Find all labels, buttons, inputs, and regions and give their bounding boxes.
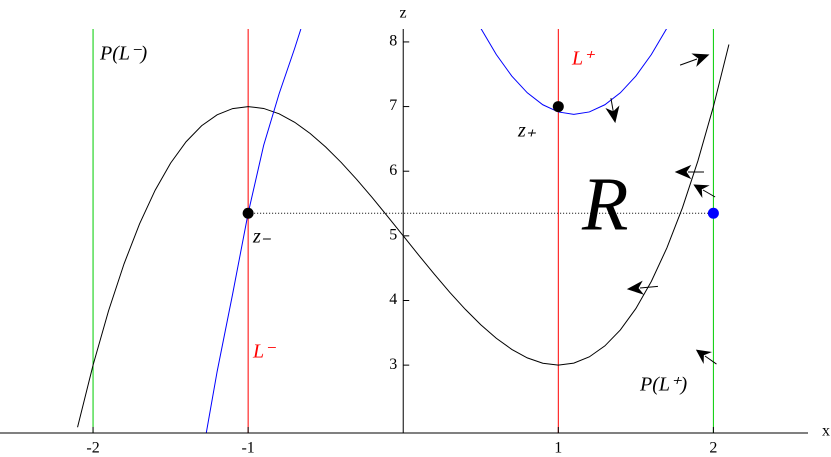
point [552,101,564,113]
y-tick-label: 3 [389,356,397,373]
y-tick-label: 6 [389,162,397,179]
curve [480,29,667,115]
annotation: L⁺ [571,48,595,70]
region-label: R [581,162,628,246]
point [242,207,254,219]
annotation: P(L⁺) [639,374,688,396]
x-axis-label: x [822,423,830,440]
curve [205,29,302,433]
point [707,207,719,219]
y-tick-label: 7 [389,97,397,114]
x-tick-label: 1 [554,440,562,457]
y-tick-label: 5 [389,227,397,244]
annotation: z₊ [517,120,537,142]
annotation: P(L⁻) [99,43,148,65]
annotation: L⁻ [252,341,276,363]
annotation: z₋ [252,226,272,248]
x-tick-label: -2 [86,440,99,457]
x-tick-label: -1 [241,440,254,457]
x-tick-label: 2 [709,440,717,457]
y-axis-label: z [399,5,406,22]
y-tick-label: 8 [389,33,397,50]
direction-arrows [605,53,717,365]
y-tick-label: 4 [389,291,397,308]
